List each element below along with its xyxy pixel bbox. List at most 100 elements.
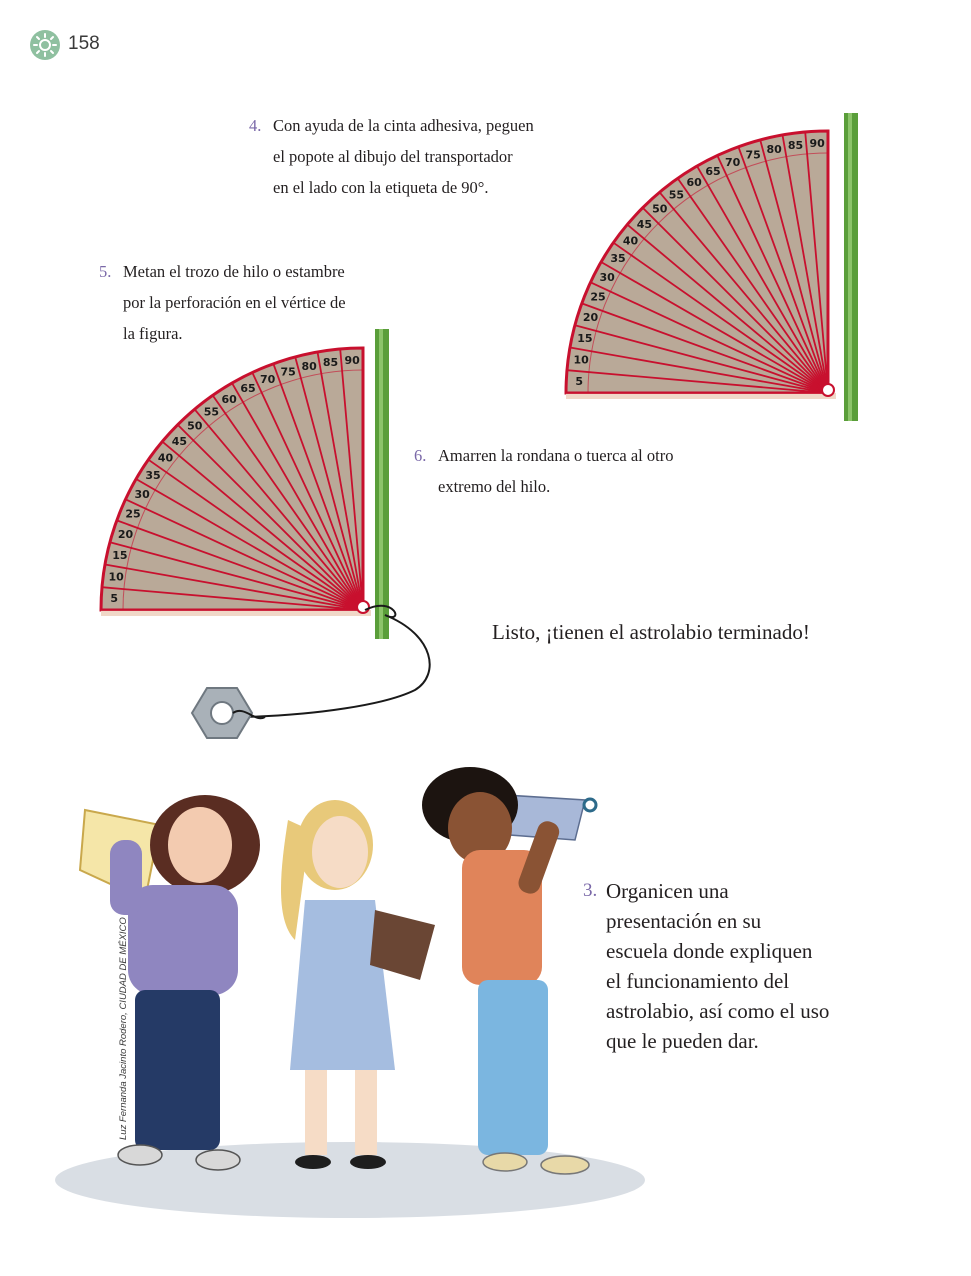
final-step-line: escuela donde expliquen (606, 939, 813, 963)
protractor-label: 40 (158, 451, 174, 464)
protractor-label: 90 (344, 354, 360, 367)
protractor-label: 85 (323, 356, 338, 369)
step-4-number: 4. (249, 116, 262, 135)
thread-knot (232, 710, 266, 720)
protractor-ray (658, 191, 829, 394)
protractor-ray (147, 458, 364, 611)
protractor-ray (135, 478, 364, 611)
protractor-ray (590, 281, 829, 394)
protractor-label: 20 (118, 528, 134, 541)
protractor-ray (804, 131, 829, 394)
illustration-credit: Luz Fernanda Jacinto Rodero, CIUDAD DE M… (118, 917, 129, 1140)
protractor-label: 30 (599, 271, 615, 284)
protractor-ray (161, 440, 364, 611)
protractor-label: 5 (575, 375, 583, 388)
final-step-line: astrolabio, así como el uso (606, 999, 830, 1023)
protractor-label: 5 (110, 592, 118, 605)
protractor-ray (612, 241, 829, 394)
protractor-ray (272, 363, 364, 611)
protractor-label: 25 (125, 508, 140, 521)
sun-icon (33, 33, 57, 57)
protractor-base (566, 393, 836, 399)
step-5: 5. Metan el trozo de hilo o estambre por… (99, 256, 346, 349)
protractor-label: 40 (623, 234, 639, 247)
step-4: 4. Con ayuda de la cinta adhesiva, pegue… (249, 110, 534, 203)
protractor-label: 65 (240, 382, 255, 395)
protractor-ray (231, 382, 364, 611)
step-6-line: extremo del hilo. (438, 477, 551, 496)
step-5-line: Metan el trozo de hilo o estambre (123, 262, 345, 281)
protractor-scale-arc (122, 369, 364, 611)
protractor-label: 80 (766, 143, 782, 156)
protractor-label: 15 (577, 332, 592, 345)
protractor-ray (600, 261, 829, 394)
protractor-label: 15 (112, 549, 127, 562)
protractor-label: 25 (590, 291, 605, 304)
page-badge (30, 30, 60, 60)
protractor-ray (101, 586, 364, 611)
vertex-hole (356, 600, 370, 614)
protractor-label: 65 (705, 165, 720, 178)
protractor-label: 45 (172, 435, 187, 448)
protractor-label: 60 (687, 176, 703, 189)
protractor-ray (294, 356, 364, 611)
protractor-label: 50 (187, 419, 203, 432)
step-5-line: por la perforación en el vértice de (123, 293, 346, 312)
step-6-number: 6. (414, 446, 427, 465)
protractor-ray (104, 563, 364, 611)
protractor-label: 50 (652, 202, 668, 215)
final-step-line: Organicen una (606, 879, 729, 903)
final-step-line: que le pueden dar. (606, 1029, 759, 1053)
protractor-ray (696, 165, 829, 394)
protractor-label: 70 (260, 373, 276, 386)
protractor-label: 10 (108, 571, 124, 584)
protractor-ray (193, 408, 364, 611)
children-illustration (55, 767, 645, 1218)
protractor-ray (316, 351, 364, 611)
protractor-label: 75 (280, 366, 295, 379)
thread (244, 604, 431, 718)
straw-highlight (848, 113, 852, 421)
protractor-ray (211, 394, 364, 611)
protractor-ray (339, 348, 364, 611)
protractor-label: 60 (222, 393, 238, 406)
protractor-label: 20 (583, 311, 599, 324)
final-step: 3. Organicen una presentación en su escu… (583, 876, 830, 1056)
protractor-label: 90 (809, 137, 825, 150)
nut-icon (190, 687, 254, 739)
protractor-label: 10 (573, 354, 589, 367)
paper-astrolabe (370, 910, 435, 980)
step-5-line: la figura. (123, 324, 183, 343)
step-4-line: Con ayuda de la cinta adhesiva, peguen (273, 116, 534, 135)
protractor-label: 35 (610, 252, 625, 265)
step-6: 6. Amarren la rondana o tuerca al otro e… (414, 440, 673, 502)
step-5-number: 5. (99, 262, 112, 281)
final-step-line: presentación en su (606, 909, 762, 933)
page-number: 158 (68, 33, 100, 54)
protractor-ray (116, 519, 364, 611)
protractor-label: 45 (637, 218, 652, 231)
nut-icon (582, 797, 598, 813)
protractor-ray (109, 541, 364, 611)
protractor-ray (781, 134, 829, 394)
protractor-label: 70 (725, 156, 741, 169)
protractor-label: 80 (301, 360, 317, 373)
final-step-number: 3. (583, 880, 598, 901)
protractor-label: 55 (204, 406, 219, 419)
straw-highlight (379, 329, 383, 639)
done-message: Listo, ¡tienen el astrolabio terminado! (492, 620, 810, 644)
protractor-ray (569, 346, 829, 394)
protractor-ray (251, 372, 364, 611)
step-4-line: en el lado con la etiqueta de 90°. (273, 178, 489, 197)
final-step-line: el funcionamiento del (606, 969, 790, 993)
protractor-label: 55 (669, 189, 684, 202)
protractor-ray (626, 223, 829, 394)
protractor-base (101, 610, 371, 616)
protractor-ray (676, 177, 829, 394)
protractor-label: 85 (788, 139, 803, 152)
child-boy-orange (422, 767, 598, 1175)
protractor-ray (642, 207, 829, 394)
protractor-ray (566, 369, 829, 394)
